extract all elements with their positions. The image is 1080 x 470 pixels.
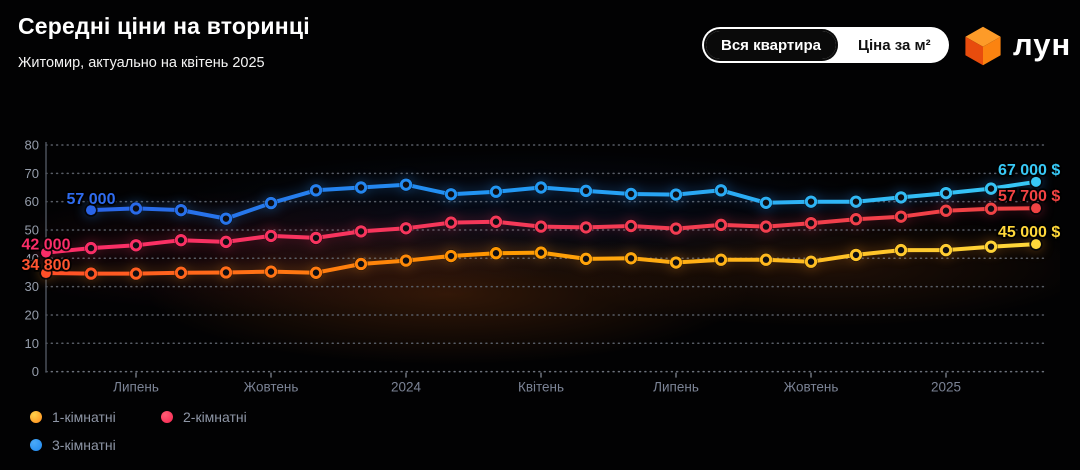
svg-text:57 700 $: 57 700 $	[998, 188, 1060, 205]
svg-text:20: 20	[25, 307, 39, 322]
svg-text:2024: 2024	[391, 380, 422, 395]
legend-item-1k[interactable]: 1-кімнатні	[30, 403, 161, 431]
svg-text:Жовтень: Жовтень	[244, 380, 299, 395]
svg-text:57 000: 57 000	[67, 191, 116, 208]
svg-text:Липень: Липень	[653, 380, 699, 395]
svg-text:34 800: 34 800	[22, 257, 71, 274]
legend-dot-1k-icon	[30, 411, 42, 423]
svg-text:80: 80	[25, 138, 39, 153]
svg-text:67 000 $: 67 000 $	[998, 162, 1060, 179]
svg-text:Жовтень: Жовтень	[784, 380, 839, 395]
lun-cube-icon	[965, 26, 1001, 66]
svg-text:60: 60	[25, 194, 39, 209]
svg-text:50: 50	[25, 222, 39, 237]
svg-text:0: 0	[32, 364, 39, 379]
svg-text:10: 10	[25, 336, 39, 351]
lun-logo[interactable]: лун	[962, 26, 1071, 66]
legend-label-3k: 3-кімнатні	[52, 437, 116, 453]
legend-item-2k[interactable]: 2-кімнатні	[161, 403, 292, 431]
legend-item-3k[interactable]: 3-кімнатні	[30, 431, 161, 459]
chart-legend: 1-кімнатні 2-кімнатні 3-кімнатні	[30, 403, 310, 459]
svg-text:Липень: Липень	[113, 380, 159, 395]
svg-text:70: 70	[25, 166, 39, 181]
svg-text:30: 30	[25, 279, 39, 294]
svg-text:42 000: 42 000	[22, 237, 71, 254]
price-mode-toggle: Вся квартира Ціна за м²	[702, 27, 949, 63]
page-subtitle: Житомир, актуально на квітень 2025	[18, 55, 265, 71]
legend-label-2k: 2-кімнатні	[183, 409, 247, 425]
legend-label-1k: 1-кімнатні	[52, 409, 116, 425]
legend-dot-2k-icon	[161, 411, 173, 423]
svg-text:45 000 $: 45 000 $	[998, 224, 1060, 241]
svg-text:40: 40	[25, 251, 39, 266]
legend-dot-3k-icon	[30, 439, 42, 451]
lun-logo-text: лун	[1013, 26, 1072, 62]
toggle-price-per-m2[interactable]: Ціна за м²	[840, 27, 949, 63]
page-title: Середні ціни на вторинці	[18, 13, 310, 39]
svg-text:Квітень: Квітень	[518, 380, 564, 395]
toggle-whole-apartment[interactable]: Вся квартира	[704, 29, 839, 61]
svg-text:2025: 2025	[931, 380, 961, 395]
